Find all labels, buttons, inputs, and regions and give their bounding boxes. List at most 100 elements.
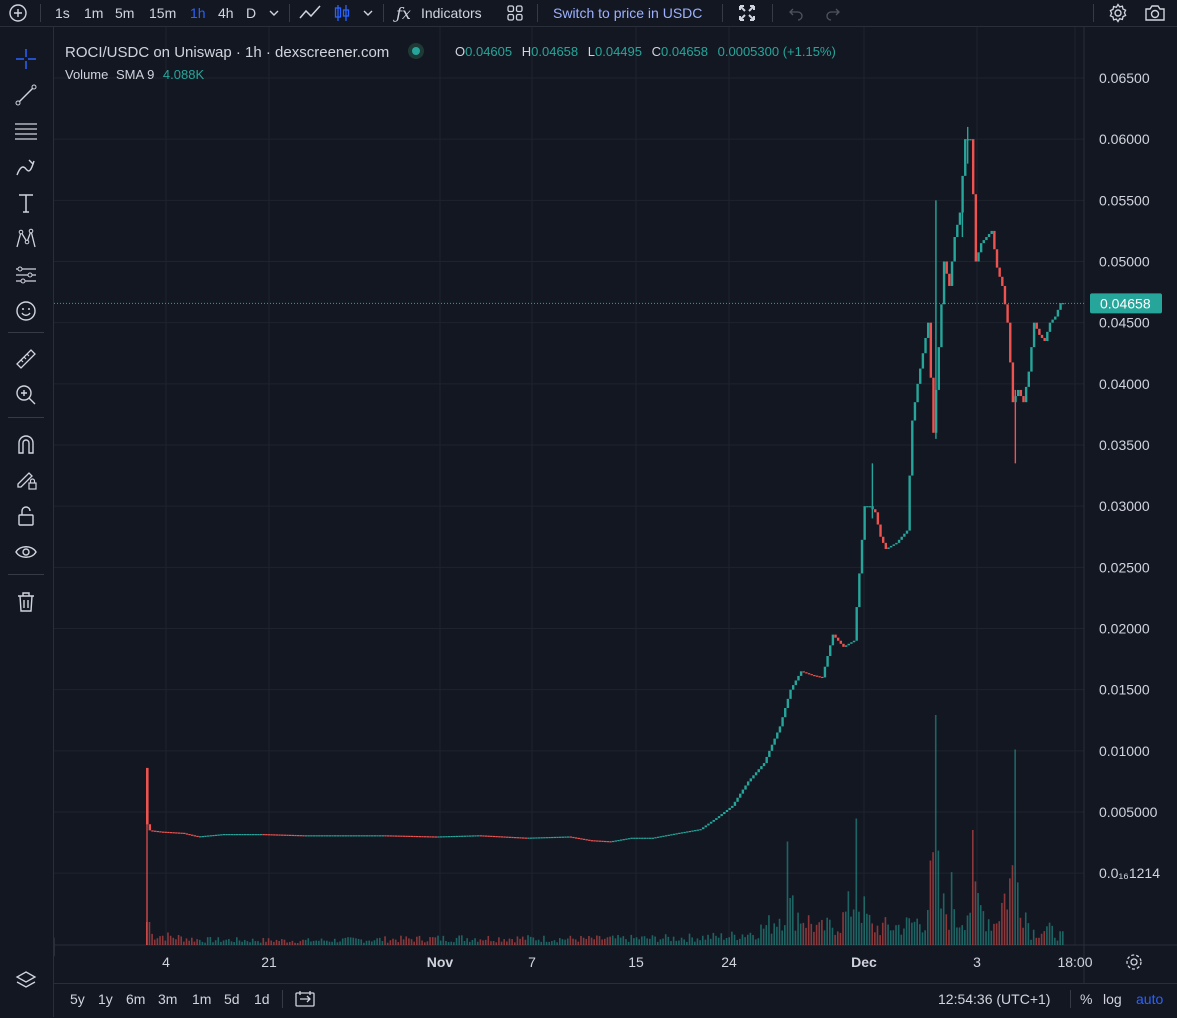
volume-bar — [357, 938, 360, 945]
current-price-tag — [1090, 293, 1162, 314]
candle — [551, 836, 554, 839]
brush-icon[interactable] — [12, 153, 40, 181]
trash-icon[interactable] — [12, 588, 40, 616]
volume-bar — [1051, 925, 1054, 945]
goto-date-icon[interactable] — [294, 984, 316, 1014]
candle — [183, 832, 186, 834]
interval-15m[interactable]: 15m — [149, 5, 177, 21]
chevron-down-icon[interactable] — [268, 0, 280, 26]
candle — [191, 834, 194, 836]
volume-bar — [543, 935, 545, 945]
volume-bar — [198, 939, 201, 945]
candle — [609, 841, 612, 843]
unlock-icon[interactable] — [12, 502, 40, 530]
volume-bar — [1016, 882, 1019, 945]
candle — [1062, 303, 1065, 305]
interval-1h[interactable]: 1h — [190, 5, 206, 21]
candle — [513, 837, 517, 839]
auto-toggle[interactable]: auto — [1136, 991, 1164, 1007]
interval-1m[interactable]: 1m — [84, 5, 104, 21]
volume-label[interactable]: Volume — [65, 67, 109, 82]
volume-bar — [746, 934, 749, 945]
pattern-icon[interactable] — [12, 225, 40, 253]
candle — [1009, 322, 1012, 363]
redo-icon[interactable] — [824, 0, 842, 26]
crosshair-icon[interactable] — [12, 45, 40, 73]
symbol-title[interactable]: ROCI/USDC on Uniswap · 1h · dexscreener.… — [65, 43, 390, 61]
ruler-icon[interactable] — [12, 345, 40, 373]
fullscreen-icon[interactable] — [737, 0, 757, 26]
price-chart[interactable]: 0.06500 0.06000 0.05500 0.05000 0.04500 0.040… — [54, 27, 1177, 983]
clock-time[interactable]: 12:54:36 (UTC+1) — [938, 991, 1051, 1007]
candle — [760, 766, 763, 770]
volume-bar — [964, 930, 966, 945]
percent-toggle[interactable]: % — [1080, 991, 1093, 1007]
undo-icon[interactable] — [787, 0, 805, 26]
candle — [410, 835, 414, 838]
volume-bar — [874, 932, 876, 945]
volume-bar — [249, 942, 251, 945]
indicators-button[interactable]: ƒx Indicators — [396, 0, 482, 26]
interval-d[interactable]: D — [246, 5, 257, 21]
eye-icon[interactable] — [12, 538, 40, 566]
volume-bar — [320, 938, 323, 945]
log-toggle[interactable]: log — [1103, 991, 1122, 1007]
settings-gear-icon[interactable] — [1108, 0, 1128, 26]
interval-1s[interactable]: 1s — [55, 5, 70, 21]
collapse-handle — [54, 937, 55, 957]
layout-grid-icon[interactable] — [506, 0, 524, 26]
volume-bar — [283, 939, 286, 945]
price-tick-label: 0.0₁₆1214 — [1099, 865, 1160, 881]
object-tree-icon[interactable] — [12, 967, 40, 995]
smiley-icon[interactable] — [12, 297, 40, 325]
volume-bar — [694, 941, 696, 945]
candle — [752, 775, 755, 779]
volume-bar — [580, 935, 582, 945]
range-1d[interactable]: 1d — [254, 991, 270, 1007]
volume-bar — [304, 939, 307, 945]
text-tool-icon[interactable] — [12, 189, 40, 217]
add-symbol-icon[interactable] — [8, 0, 28, 26]
volume-bar — [175, 939, 177, 945]
volume-bar — [913, 921, 916, 945]
range-1y[interactable]: 1y — [98, 991, 113, 1007]
volume-bar — [596, 935, 598, 945]
range-5y[interactable]: 5y — [70, 991, 85, 1007]
candle — [521, 837, 525, 839]
range-5d[interactable]: 5d — [224, 991, 240, 1007]
trend-line-icon[interactable] — [12, 81, 40, 109]
chevron-down-icon[interactable] — [362, 0, 374, 26]
volume-bar — [511, 939, 513, 945]
candle — [543, 837, 546, 839]
line-chart-icon[interactable] — [298, 0, 322, 26]
volume-bar — [897, 924, 900, 945]
zoom-in-icon[interactable] — [12, 381, 40, 409]
candle — [614, 840, 617, 842]
magnet-icon[interactable] — [12, 430, 40, 458]
camera-icon[interactable] — [1144, 0, 1166, 26]
candle — [574, 837, 578, 839]
candle — [601, 840, 604, 842]
prediction-icon[interactable] — [12, 261, 40, 289]
toolbar-divider — [8, 417, 44, 418]
volume-bar — [768, 915, 770, 945]
lock-drawing-icon[interactable] — [12, 466, 40, 494]
range-6m[interactable]: 6m — [126, 991, 146, 1007]
interval-4h[interactable]: 4h — [218, 5, 234, 21]
price-tick-label: 0.06500 — [1099, 70, 1150, 86]
candle — [953, 237, 956, 262]
range-3m[interactable]: 3m — [158, 991, 178, 1007]
volume-bar — [214, 940, 217, 945]
interval-5m[interactable]: 5m — [115, 5, 135, 21]
axis-settings-icon[interactable] — [1126, 954, 1142, 970]
volume-bar — [950, 872, 953, 945]
candles-icon[interactable] — [332, 0, 352, 26]
candle — [304, 835, 308, 837]
volume-bar — [434, 937, 437, 945]
range-1m[interactable]: 1m — [192, 991, 212, 1007]
toolbar-divider — [772, 4, 773, 22]
candle — [1048, 322, 1052, 332]
switch-price-button[interactable]: Switch to price in USDC — [553, 5, 703, 21]
volume-bar — [858, 911, 860, 945]
fib-lines-icon[interactable] — [12, 117, 40, 145]
